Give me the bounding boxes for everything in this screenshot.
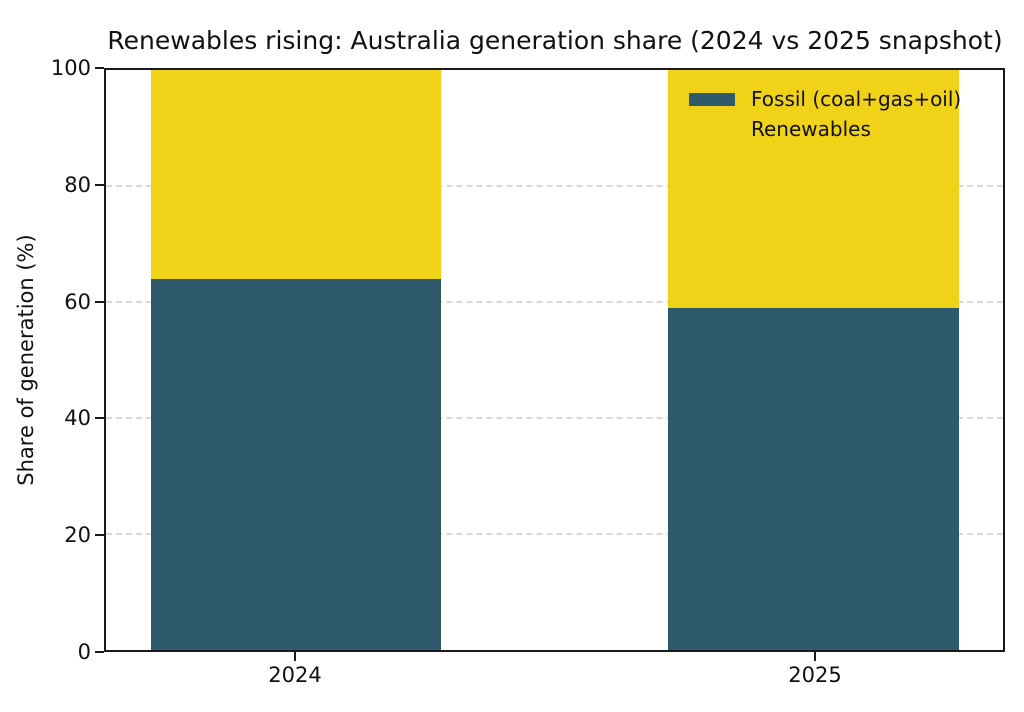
bar-2024-fossil-segment (150, 278, 442, 650)
bar-2024-renewables-segment (150, 70, 442, 279)
y-tick-label-100: 100 (50, 56, 91, 80)
legend: Fossil (coal+gas+oil) Renewables (689, 84, 961, 144)
y-axis: 0 20 40 60 80 100 (0, 57, 104, 663)
bar-2025-fossil-segment (668, 307, 960, 650)
gridline-80 (106, 185, 1003, 187)
legend-label-renewables: Renewables (751, 117, 871, 141)
x-tick-label-2024: 2024 (268, 663, 322, 687)
fossil-legend-swatch-icon (689, 92, 735, 106)
legend-row-fossil: Fossil (coal+gas+oil) (689, 84, 961, 114)
renewables-legend-swatch-icon (689, 122, 735, 136)
chart-title: Renewables rising: Australia generation … (107, 26, 1003, 55)
y-tick-mark-100 (95, 67, 104, 69)
y-tick-mark-40 (95, 417, 104, 420)
y-tick-label-0: 0 (77, 640, 91, 664)
y-tick-label-20: 20 (64, 523, 91, 548)
legend-label-fossil: Fossil (coal+gas+oil) (751, 87, 962, 111)
legend-row-renewables: Renewables (689, 114, 961, 144)
y-tick-label-80: 80 (64, 172, 91, 197)
x-tick-mark-2025 (814, 652, 816, 661)
y-tick-mark-80 (95, 183, 104, 186)
bar-2024 (150, 70, 442, 650)
x-tick-mark-2024 (294, 652, 296, 661)
gridline-60 (106, 301, 1003, 303)
bar-2025-renewables-segment (668, 70, 960, 308)
y-tick-mark-60 (95, 300, 104, 303)
y-tick-label-40: 40 (64, 406, 91, 431)
bar-2025 (668, 70, 960, 650)
y-tick-label-60: 60 (64, 289, 91, 314)
gridline-20 (106, 533, 1003, 535)
x-tick-label-2025: 2025 (788, 663, 842, 687)
y-tick-mark-0 (95, 651, 104, 653)
plot-area: Fossil (coal+gas+oil) Renewables (104, 68, 1005, 652)
y-tick-mark-20 (95, 534, 104, 537)
gridline-40 (106, 417, 1003, 419)
